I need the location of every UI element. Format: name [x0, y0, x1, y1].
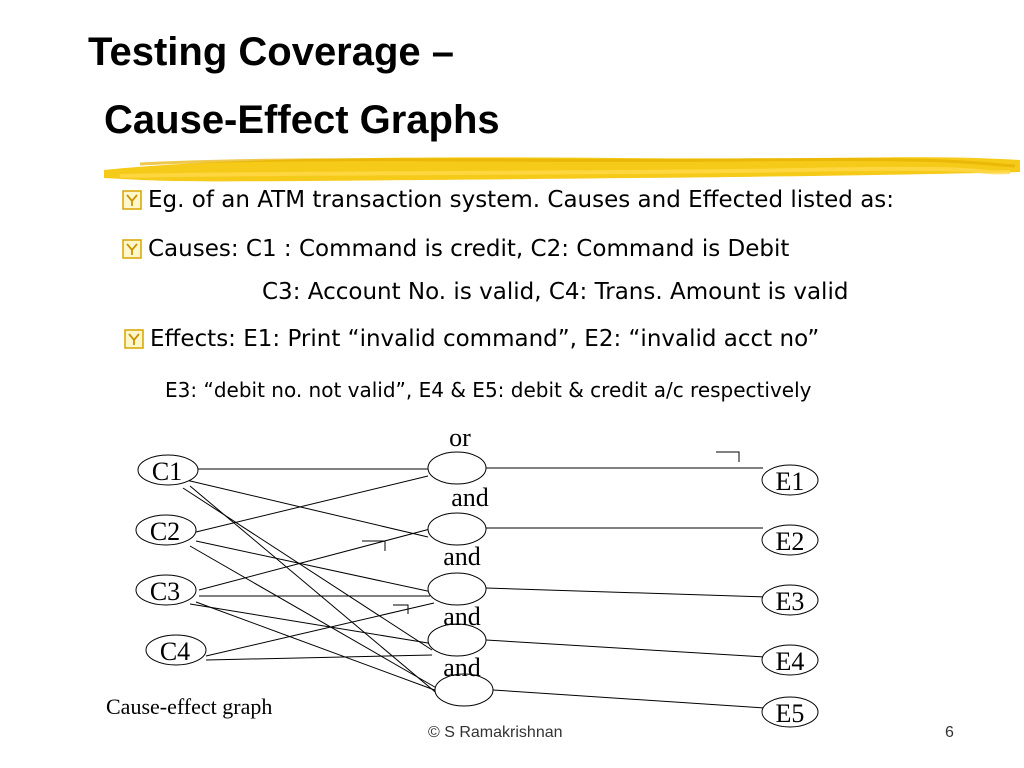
bullet-text-3-cont: E3: “debit no. not valid”, E4 & E5: debi… [165, 378, 812, 402]
operator-label-and-1: and [451, 483, 489, 512]
operator-label-or: or [449, 423, 471, 452]
and-node-4 [434, 673, 494, 707]
cause-node-c1 [137, 454, 199, 486]
title-line-2: Cause-Effect Graphs [104, 98, 500, 142]
effect-label-e2: E2 [776, 527, 805, 556]
bullet-item-3: Effects: E1: Print “invalid command”, E2… [124, 328, 819, 351]
cause-label-c4: C4 [160, 637, 190, 666]
effect-label-e1: E1 [776, 467, 805, 496]
checkbox-y-icon [122, 190, 142, 210]
cause-label-c1: C1 [152, 457, 182, 486]
effect-node-e4 [761, 644, 819, 676]
effect-node-e2 [761, 524, 819, 556]
effect-node-e1 [761, 464, 819, 496]
and-node-3 [427, 623, 487, 657]
footer-copyright: © S Ramakrishnan [428, 724, 563, 741]
and-node-2 [427, 572, 487, 606]
cause-node-c4 [145, 634, 207, 666]
effect-label-e5: E5 [776, 699, 805, 728]
bullet-text-1: Eg. of an ATM transaction system. Causes… [148, 187, 895, 213]
graph-caption: Cause-effect graph [106, 694, 273, 719]
bullet-item-1: Eg. of an ATM transaction system. Causes… [122, 189, 894, 212]
cause-label-c2: C2 [150, 517, 180, 546]
operator-label-and-4: and [443, 653, 481, 682]
cause-node-c3 [135, 574, 197, 606]
checkbox-y-icon [124, 329, 144, 349]
effect-node-e3 [761, 584, 819, 616]
bullet-item-2: Causes: C1 : Command is credit, C2: Comm… [122, 238, 789, 261]
operator-label-and-3: and [443, 602, 481, 631]
yellow-highlight-stroke [104, 157, 1020, 182]
bullet-text-2-cont: C3: Account No. is valid, C4: Trans. Amo… [262, 279, 849, 305]
bullet-text-2: Causes: C1 : Command is credit, C2: Comm… [148, 236, 790, 262]
title-line-1: Testing Coverage – [88, 30, 455, 74]
effect-label-e3: E3 [776, 587, 805, 616]
or-node [427, 451, 487, 485]
cause-label-c3: C3 [150, 577, 180, 606]
and-node-1 [427, 512, 487, 546]
checkbox-y-icon [122, 239, 142, 259]
cause-node-c2 [135, 514, 197, 546]
bullet-text-3: Effects: E1: Print “invalid command”, E2… [150, 326, 820, 352]
effect-node-e5 [761, 696, 819, 728]
effect-label-e4: E4 [776, 647, 805, 676]
operator-label-and-2: and [443, 542, 481, 571]
page-number: 6 [945, 724, 954, 741]
